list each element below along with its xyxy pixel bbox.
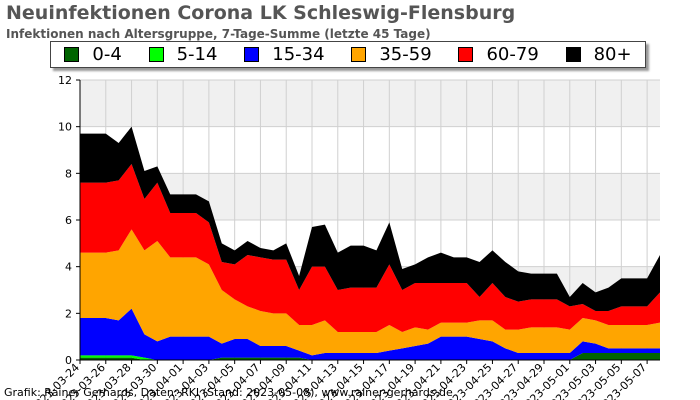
area-35-59 [80,229,660,356]
legend-label: 35-59 [379,44,432,65]
area-15-34 [80,308,660,360]
y-tick-label: 2 [65,307,72,320]
legend-item: 15-34 [244,44,325,65]
legend-item: 80+ [565,44,632,65]
area-series [80,126,660,360]
y-axis: 0 2 4 6 8 10 12 [58,74,81,367]
legend-swatch [351,47,367,62]
area-60-79 [80,164,660,332]
legend-label: 80+ [593,44,632,65]
plot-band [80,80,660,127]
legend-label: 5-14 [176,44,218,65]
legend-swatch [244,47,260,62]
y-tick-label: 0 [65,354,72,367]
legend-item: 0-4 [64,44,122,65]
area-80+ [80,126,660,311]
legend-item: 35-59 [351,44,432,65]
legend-label: 15-34 [272,44,325,65]
y-tick-label: 8 [65,167,72,180]
legend-swatch [148,47,164,62]
plot-band [80,126,660,174]
legend-item: 5-14 [148,44,218,65]
y-tick-label: 10 [58,121,72,134]
legend: 0-4 5-14 15-34 35-59 60-79 80+ [50,41,646,68]
y-tick-label: 4 [65,261,72,274]
area-0-4 [80,353,660,360]
y-tick-label: 6 [65,214,72,227]
y-tick-label: 12 [58,74,72,87]
footer-credit: Grafik: Rainer Gerhards, Daten: RKI (Sta… [4,386,453,399]
legend-swatch [565,47,581,62]
legend-label: 0-4 [92,44,122,65]
legend-item: 60-79 [458,44,539,65]
chart-title: Neuinfektionen Corona LK Schleswig-Flens… [6,2,516,24]
legend-swatch [64,47,80,62]
chart-subtitle: Infektionen nach Altersgruppe, 7-Tage-Su… [6,27,431,41]
legend-label: 60-79 [486,44,539,65]
legend-swatch [458,47,474,62]
